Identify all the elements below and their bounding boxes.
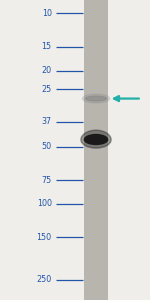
Ellipse shape (85, 96, 106, 101)
Ellipse shape (84, 134, 108, 144)
Text: 100: 100 (37, 199, 52, 208)
Text: 25: 25 (42, 85, 52, 94)
Ellipse shape (82, 94, 110, 103)
Text: 50: 50 (42, 142, 52, 151)
Text: 20: 20 (42, 66, 52, 75)
Text: 37: 37 (42, 117, 52, 126)
Text: 75: 75 (42, 176, 52, 184)
Text: 150: 150 (37, 233, 52, 242)
Ellipse shape (81, 130, 111, 148)
Bar (84, 0, 108, 300)
Text: 15: 15 (42, 43, 52, 52)
Text: 10: 10 (42, 9, 52, 18)
Text: 250: 250 (36, 275, 52, 284)
